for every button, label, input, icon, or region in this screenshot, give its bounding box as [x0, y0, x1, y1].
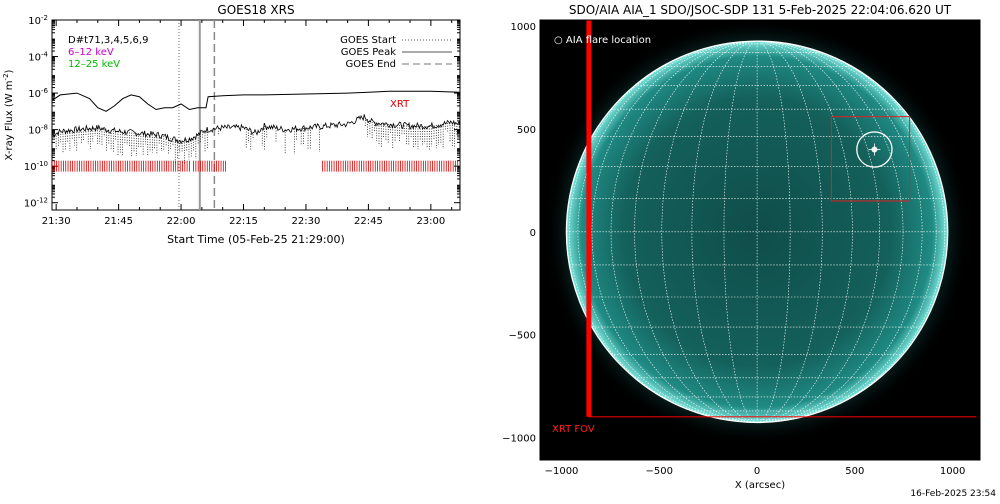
aia-x-tick-label: −500 — [646, 466, 673, 477]
aia-y-tick-label: 500 — [517, 125, 536, 136]
goes-y-tick-exponent: -2 — [41, 14, 48, 22]
aia-y-tick-labels: 1000 500 0 −500 −1000 — [502, 22, 536, 444]
aia-x-tick-label: 0 — [754, 466, 760, 477]
goes-y-tick-exponent: -10 — [37, 160, 48, 168]
longitude-line — [757, 40, 937, 423]
goes-axes — [52, 19, 460, 210]
aia-image-panel: SDO/AIA AIA_1 SDO/JSOC-SDP 131 5-Feb-202… — [502, 3, 996, 499]
goes-y-axis-label: X-ray Flux (W m-2) — [2, 69, 15, 160]
heliographic-grid — [566, 40, 948, 423]
goes-long-channel-series — [52, 90, 460, 112]
longitude-line — [634, 40, 758, 423]
legend-goes-start: GOES Start — [340, 35, 396, 46]
aia-y-tick-label: −500 — [509, 331, 536, 342]
goes-y-tick-base: 10 — [28, 126, 41, 137]
legend-6-12kev: 6–12 keV — [68, 47, 114, 58]
goes-event-markers — [178, 20, 216, 210]
aia-y-tick-label: −1000 — [502, 433, 536, 444]
longitude-line — [757, 40, 791, 423]
goes-y-tick-exponent: -12 — [37, 197, 48, 205]
goes-y-tick-label: 10-8 — [28, 124, 48, 137]
aia-y-tick-label: 0 — [530, 228, 536, 239]
longitude-line — [610, 40, 758, 423]
goes-y-tick-exponent: -6 — [41, 87, 49, 95]
longitude-line — [691, 40, 758, 423]
goes-x-tick-label: 22:00 — [167, 216, 196, 227]
xrt-fov-label: XRT FOV — [552, 424, 595, 435]
goes-plot-frame — [51, 19, 461, 211]
goes-y-tick-label: 10-10 — [24, 160, 48, 173]
goes-y-tick-base: 10 — [28, 16, 41, 27]
xrt-label: XRT — [390, 99, 410, 110]
aia-y-tick-label: 1000 — [511, 22, 536, 33]
goes-y-tick-base: 10 — [28, 53, 41, 64]
legend-12-25kev: 12–25 keV — [68, 59, 120, 70]
longitude-line — [661, 40, 758, 423]
legend-goes-peak: GOES Peak — [341, 47, 396, 58]
aia-x-tick-label: 1000 — [940, 466, 965, 477]
legend-goes-end: GOES End — [346, 59, 396, 70]
goes-x-tick-label: 21:45 — [104, 216, 133, 227]
flare-kernel — [868, 143, 881, 156]
goes-y-tick-label: 10-6 — [28, 87, 48, 100]
goes-y-axis-label-text: X-ray Flux (W m — [4, 80, 15, 160]
goes-x-axis-label: Start Time (05-Feb-25 21:29:00) — [167, 233, 345, 246]
goes-y-tick-label: 10-12 — [24, 197, 48, 210]
aia-plot-frame — [539, 19, 981, 461]
aia-x-axis-label: X (arcsec) — [735, 480, 785, 491]
aia-title: SDO/AIA AIA_1 SDO/JSOC-SDP 131 5-Feb-202… — [569, 3, 952, 17]
longitude-line — [757, 40, 904, 423]
aia-x-tick-labels: −1000 −500 0 500 1000 — [545, 466, 966, 477]
goes-y-tick-base: 10 — [24, 199, 37, 210]
legend-channel-list: D#t71,3,4,5,6,9 — [68, 35, 148, 46]
xrt-fov-left-edge — [586, 20, 592, 417]
goes-title: GOES18 XRS — [217, 3, 294, 17]
goes-y-tick-base: 10 — [24, 162, 37, 173]
goes-xrs-panel: GOES18 XRS 21:30 21:45 22:00 22:15 22:30 22:4… — [2, 3, 461, 246]
longitude-line — [757, 40, 946, 423]
goes-x-tick-label: 22:15 — [229, 216, 258, 227]
aia-flare-location-marker — [856, 131, 893, 168]
goes-x-tick-labels: 21:30 21:45 22:00 22:15 22:30 22:45 23:00 — [42, 216, 446, 227]
longitude-line — [723, 40, 758, 423]
goes-y-axis-label-exponent: -2 — [2, 73, 10, 80]
goes-short-channel-series — [52, 114, 460, 165]
goes-y-tick-base: 10 — [28, 89, 41, 100]
longitude-line — [577, 40, 758, 423]
aia-x-tick-label: −1000 — [545, 466, 579, 477]
longitude-line — [757, 40, 853, 423]
goes-y-tick-label: 10-4 — [28, 51, 48, 64]
longitude-line — [757, 40, 880, 423]
aia-axes — [540, 20, 980, 460]
timestamp-footer: 16-Feb-2025 23:54 — [910, 489, 996, 499]
goes-x-tick-label: 21:30 — [42, 216, 71, 227]
goes-y-axis-label-close: ) — [4, 69, 15, 73]
longitude-line — [757, 40, 823, 423]
aia-flare-legend: ○ AIA flare location — [554, 35, 651, 46]
goes-x-tick-label: 22:45 — [354, 216, 383, 227]
goes-x-tick-label: 23:00 — [416, 216, 445, 227]
goes-y-tick-exponent: -8 — [41, 124, 48, 132]
longitude-line — [568, 40, 758, 423]
longitude-line — [591, 40, 758, 423]
goes-x-tick-label: 22:30 — [292, 216, 321, 227]
active-region-box — [830, 116, 911, 202]
goes-y-tick-label: 10-2 — [28, 14, 48, 27]
goes-short-channel-line — [52, 114, 460, 145]
aia-x-tick-label: 500 — [845, 466, 864, 477]
xrt-coverage-ticks — [52, 160, 460, 172]
solar-limb — [565, 40, 949, 424]
longitude-line — [757, 40, 923, 423]
goes-y-tick-exponent: -4 — [41, 51, 49, 59]
